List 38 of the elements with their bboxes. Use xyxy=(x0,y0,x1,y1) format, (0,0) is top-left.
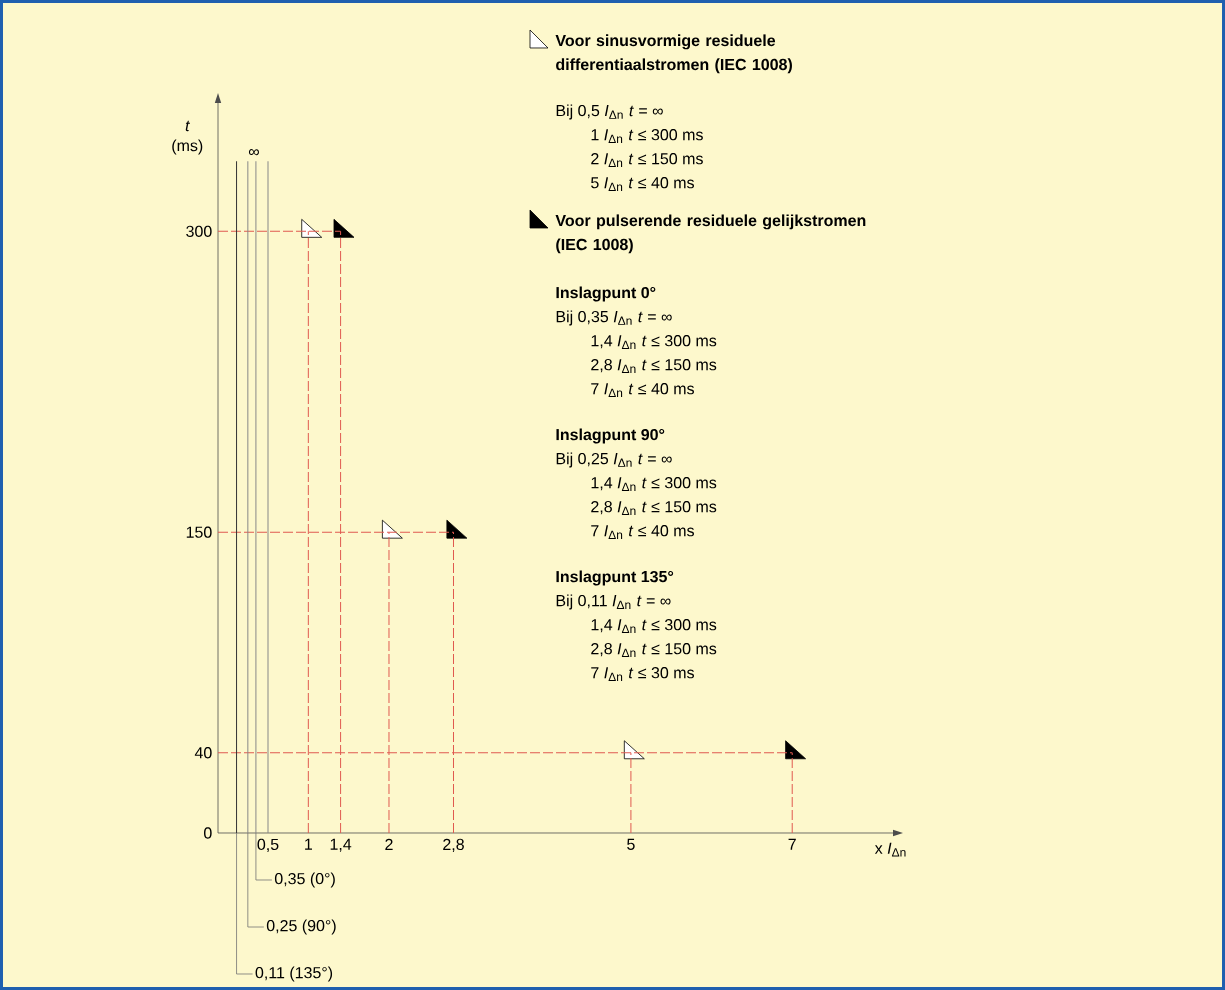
annotation: 0,11 (135°) xyxy=(255,966,333,982)
y-tick-label: 150 xyxy=(186,526,212,538)
annotation: 0,25 (90°) xyxy=(266,919,336,935)
annotation: 1,4 I$_{Δn}$ t ≤ 300 ms xyxy=(591,477,717,491)
x-tick-label: 1,4 xyxy=(330,838,352,852)
annotation: 0,35 (0°) xyxy=(274,872,335,888)
annotation: 2,8 I$_{Δn}$ t ≤ 150 ms xyxy=(591,501,717,515)
annotation: ∞ xyxy=(248,149,259,156)
legend-label: Voor sinusvormige residuele differentiaalstromen (IEC 1008) xyxy=(555,34,792,74)
legend-label: Voor pulserende residuele gelijkstromen (IEC 1008) xyxy=(555,214,866,254)
x-tick-label: 1 xyxy=(305,838,312,850)
y-tick-label: 0 xyxy=(204,827,212,839)
annotation: 7 I$_{Δn}$ t ≤ 40 ms xyxy=(591,525,694,539)
y-axis-title: t (ms) xyxy=(172,120,203,155)
annotation: 2 I$_{Δn}$ t ≤ 150 ms xyxy=(591,153,703,167)
annotation: 7 I$_{Δn}$ t ≤ 40 ms xyxy=(591,383,694,397)
annotation: 2,8 I$_{Δn}$ t ≤ 150 ms xyxy=(591,359,717,373)
annotation: Inslagpunt 90° xyxy=(556,428,665,444)
annotation: Bij 0,25 I$_{Δn}$ t = ∞ xyxy=(556,452,672,468)
annotation: Bij 0,11 I$_{Δn}$ t = ∞ xyxy=(556,594,671,610)
annotation: Bij 0,5 I$_{Δn}$ t = ∞ xyxy=(556,104,663,120)
x-tick-label: 2 xyxy=(385,838,393,850)
annotation: Inslagpunt 0° xyxy=(556,286,656,302)
x-tick-label: 5 xyxy=(627,838,635,850)
annotation: Inslagpunt 135° xyxy=(556,570,674,586)
annotation: 7 I$_{Δn}$ t ≤ 30 ms xyxy=(591,667,694,681)
y-tick-label: 300 xyxy=(186,225,212,238)
x-axis-title: x I$_{Δn}$ xyxy=(874,842,906,857)
x-tick-label: 2,8 xyxy=(443,838,464,852)
annotation: 1,4 I$_{Δn}$ t ≤ 300 ms xyxy=(591,335,717,349)
annotation: 1 I$_{Δn}$ t ≤ 300 ms xyxy=(591,129,703,143)
x-tick-label: 7 xyxy=(788,838,796,850)
annotation: 1,4 I$_{Δn}$ t ≤ 300 ms xyxy=(591,619,717,633)
annotation: 2,8 I$_{Δn}$ t ≤ 150 ms xyxy=(591,643,717,657)
annotation: 5 I$_{Δn}$ t ≤ 40 ms xyxy=(591,177,694,191)
y-tick-label: 40 xyxy=(194,747,212,759)
annotation: Bij 0,35 I$_{Δn}$ t = ∞ xyxy=(556,310,672,326)
x-tick-label: 0,5 xyxy=(257,838,279,852)
